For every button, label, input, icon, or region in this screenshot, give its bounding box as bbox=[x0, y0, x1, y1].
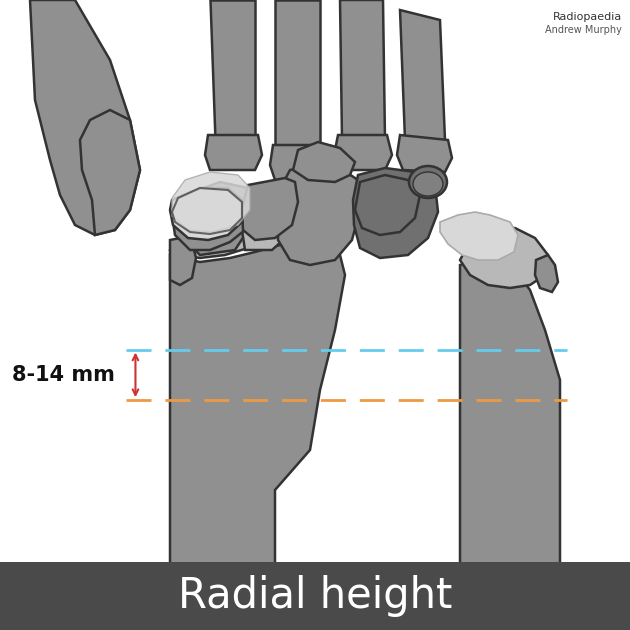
Polygon shape bbox=[275, 0, 320, 150]
Polygon shape bbox=[210, 0, 255, 140]
Polygon shape bbox=[242, 185, 295, 250]
Polygon shape bbox=[183, 185, 248, 255]
Polygon shape bbox=[440, 212, 518, 260]
Polygon shape bbox=[460, 260, 560, 580]
Bar bbox=[0, 562, 630, 630]
Polygon shape bbox=[170, 222, 252, 258]
Text: Radiopaedia: Radiopaedia bbox=[553, 12, 622, 22]
Polygon shape bbox=[278, 165, 360, 265]
Polygon shape bbox=[205, 135, 262, 170]
Polygon shape bbox=[355, 175, 420, 235]
Polygon shape bbox=[270, 145, 326, 180]
Polygon shape bbox=[172, 188, 242, 234]
Ellipse shape bbox=[413, 172, 443, 196]
Polygon shape bbox=[170, 245, 345, 580]
Text: Radial height: Radial height bbox=[178, 575, 452, 617]
Polygon shape bbox=[293, 142, 355, 182]
Polygon shape bbox=[170, 238, 196, 285]
Polygon shape bbox=[80, 110, 140, 235]
Polygon shape bbox=[172, 172, 250, 232]
Polygon shape bbox=[30, 0, 140, 235]
Polygon shape bbox=[353, 168, 438, 258]
Text: 8-14 mm: 8-14 mm bbox=[12, 365, 115, 385]
Text: Andrew Murphy: Andrew Murphy bbox=[545, 25, 622, 35]
Polygon shape bbox=[400, 10, 445, 140]
Polygon shape bbox=[340, 0, 385, 140]
Polygon shape bbox=[172, 182, 250, 250]
Polygon shape bbox=[242, 178, 298, 240]
Ellipse shape bbox=[409, 166, 447, 198]
Polygon shape bbox=[397, 135, 452, 172]
Polygon shape bbox=[334, 135, 392, 170]
Polygon shape bbox=[170, 188, 242, 240]
Polygon shape bbox=[460, 228, 548, 288]
Polygon shape bbox=[535, 255, 558, 292]
